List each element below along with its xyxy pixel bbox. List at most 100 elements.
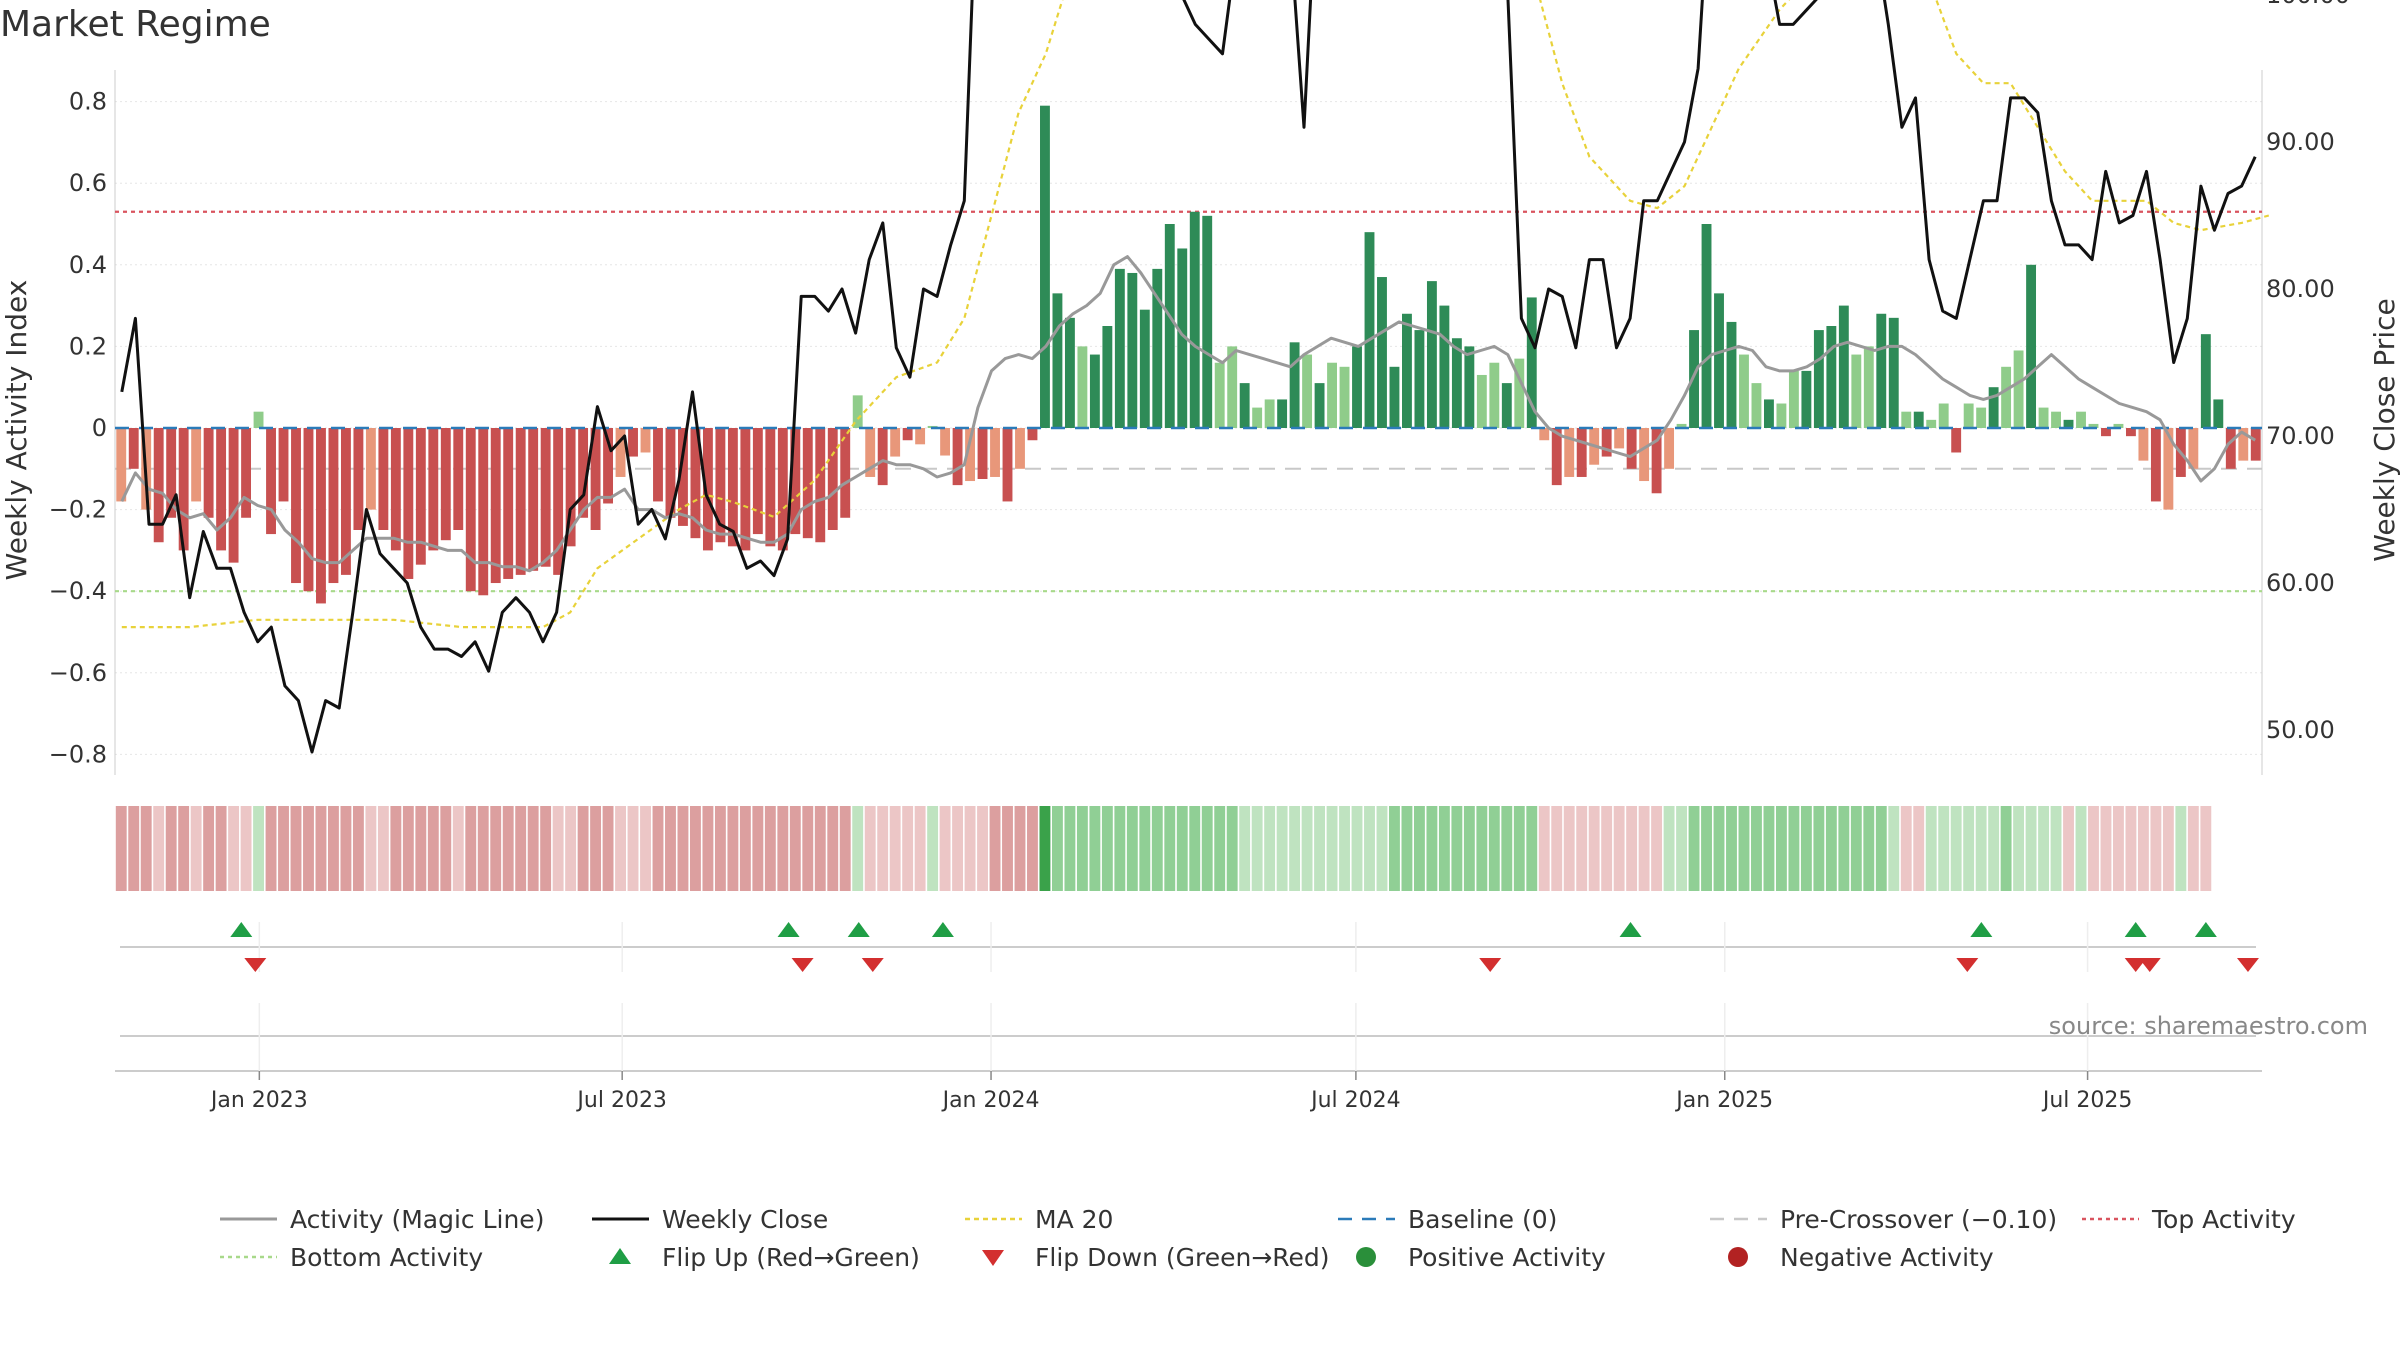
regime-cell bbox=[1476, 806, 1488, 891]
legend-item: Baseline (0) bbox=[1408, 1205, 1557, 1234]
regime-cell bbox=[527, 806, 539, 891]
regime-cell bbox=[1314, 806, 1326, 891]
activity-bar bbox=[1277, 399, 1288, 428]
regime-cell bbox=[590, 806, 602, 891]
activity-bar bbox=[2150, 428, 2161, 502]
regime-cell bbox=[789, 806, 801, 891]
regime-cell bbox=[2100, 806, 2112, 891]
regime-cell bbox=[1900, 806, 1912, 891]
activity-bar bbox=[1064, 317, 1075, 428]
regime-cell bbox=[665, 806, 676, 891]
x-tick-label: Jul 2025 bbox=[2041, 1088, 2133, 1113]
regime-cell bbox=[1676, 806, 1688, 891]
regime-cell bbox=[1713, 806, 1725, 891]
regime-cell bbox=[1825, 806, 1837, 891]
y2-tick-label: 60.00 bbox=[2266, 569, 2335, 597]
regime-cell bbox=[153, 806, 165, 891]
activity-bar bbox=[2038, 407, 2049, 428]
regime-cell bbox=[1438, 806, 1450, 891]
activity-bar bbox=[752, 428, 763, 535]
y2-tick-label: 80.00 bbox=[2266, 275, 2335, 303]
y-axis-title: Weekly Activity Index bbox=[0, 280, 33, 581]
regime-cell bbox=[1788, 806, 1800, 891]
regime-cell bbox=[652, 806, 664, 891]
activity-bar bbox=[990, 428, 1000, 477]
flip-down-marker bbox=[1479, 958, 1502, 972]
regime-cell bbox=[1027, 806, 1038, 891]
regime-cell bbox=[1551, 806, 1563, 891]
regime-cell bbox=[1376, 806, 1388, 891]
activity-bar bbox=[2225, 428, 2236, 469]
chart-title: Market Regime bbox=[0, 4, 271, 45]
regime-cell bbox=[477, 806, 489, 891]
activity-bar bbox=[640, 428, 651, 453]
regime-cell bbox=[1663, 806, 1675, 891]
activity-bar bbox=[2188, 428, 2199, 469]
flip-up-marker bbox=[1619, 922, 1642, 937]
activity-bar bbox=[1015, 428, 1025, 469]
regime-cell bbox=[2050, 806, 2062, 891]
regime-cell bbox=[1289, 806, 1301, 891]
activity-bar bbox=[1189, 211, 1200, 428]
regime-cell bbox=[490, 806, 502, 891]
activity-bar bbox=[1339, 366, 1350, 428]
activity-bar bbox=[1801, 370, 1812, 428]
regime-cell bbox=[1089, 806, 1101, 891]
regime-cell bbox=[1838, 806, 1850, 891]
regime-cell bbox=[1251, 806, 1263, 891]
regime-cell bbox=[253, 806, 264, 891]
regime-cell bbox=[1601, 806, 1613, 891]
legend-positive-dot bbox=[1356, 1247, 1376, 1267]
y-tick-label: 0.4 bbox=[69, 251, 107, 279]
activity-bar bbox=[1963, 403, 1974, 428]
activity-bar bbox=[353, 428, 364, 530]
activity-bar bbox=[1601, 428, 1612, 457]
activity-bar bbox=[1776, 403, 1787, 428]
activity-bar bbox=[2076, 411, 2086, 428]
activity-bar bbox=[278, 428, 289, 502]
regime-cell bbox=[1638, 806, 1650, 891]
flip-down-marker bbox=[2236, 958, 2259, 972]
activity-bar bbox=[228, 428, 239, 563]
activity-bar bbox=[1127, 272, 1138, 428]
legend-swatch bbox=[1356, 1247, 1376, 1267]
activity-bar bbox=[216, 428, 227, 551]
activity-bar bbox=[1239, 383, 1250, 428]
x-tick-label: Jan 2023 bbox=[209, 1088, 308, 1113]
y-tick-label: −0.8 bbox=[49, 740, 107, 768]
activity-bars bbox=[116, 105, 2261, 604]
regime-cell bbox=[1738, 806, 1750, 891]
activity-bar bbox=[1476, 374, 1487, 428]
regime-cell bbox=[115, 806, 127, 891]
regime-cell bbox=[1526, 806, 1538, 891]
regime-cell bbox=[1139, 806, 1151, 891]
activity-bar bbox=[977, 428, 988, 479]
activity-bar bbox=[266, 428, 276, 535]
activity-bar bbox=[328, 428, 339, 584]
activity-bar bbox=[2238, 428, 2249, 461]
activity-bar bbox=[490, 428, 501, 584]
timeline-panel bbox=[115, 1003, 2262, 1080]
activity-bar bbox=[2138, 428, 2149, 461]
activity-bar bbox=[940, 428, 951, 456]
flip-down-marker bbox=[1956, 958, 1979, 972]
legend-item: Flip Down (Green→Red) bbox=[1035, 1243, 1330, 1272]
regime-cell bbox=[1850, 806, 1862, 891]
activity-bar bbox=[453, 428, 464, 530]
legend-swatch bbox=[982, 1250, 1004, 1266]
regime-cell bbox=[178, 806, 190, 891]
activity-bar bbox=[291, 428, 301, 584]
activity-bar bbox=[203, 428, 214, 518]
activity-bar bbox=[915, 428, 926, 445]
regime-cell bbox=[1064, 806, 1076, 891]
regime-cell bbox=[2162, 806, 2174, 891]
regime-cell bbox=[203, 806, 215, 891]
y-tick-label: −0.6 bbox=[49, 659, 107, 687]
activity-bar bbox=[1614, 428, 1625, 449]
regime-cell bbox=[1226, 806, 1238, 891]
regime-cell bbox=[140, 806, 152, 891]
activity-bar bbox=[2250, 428, 2261, 461]
activity-bar bbox=[1863, 346, 1874, 428]
activity-bar bbox=[2013, 350, 2024, 428]
activity-bar bbox=[1751, 383, 1762, 428]
